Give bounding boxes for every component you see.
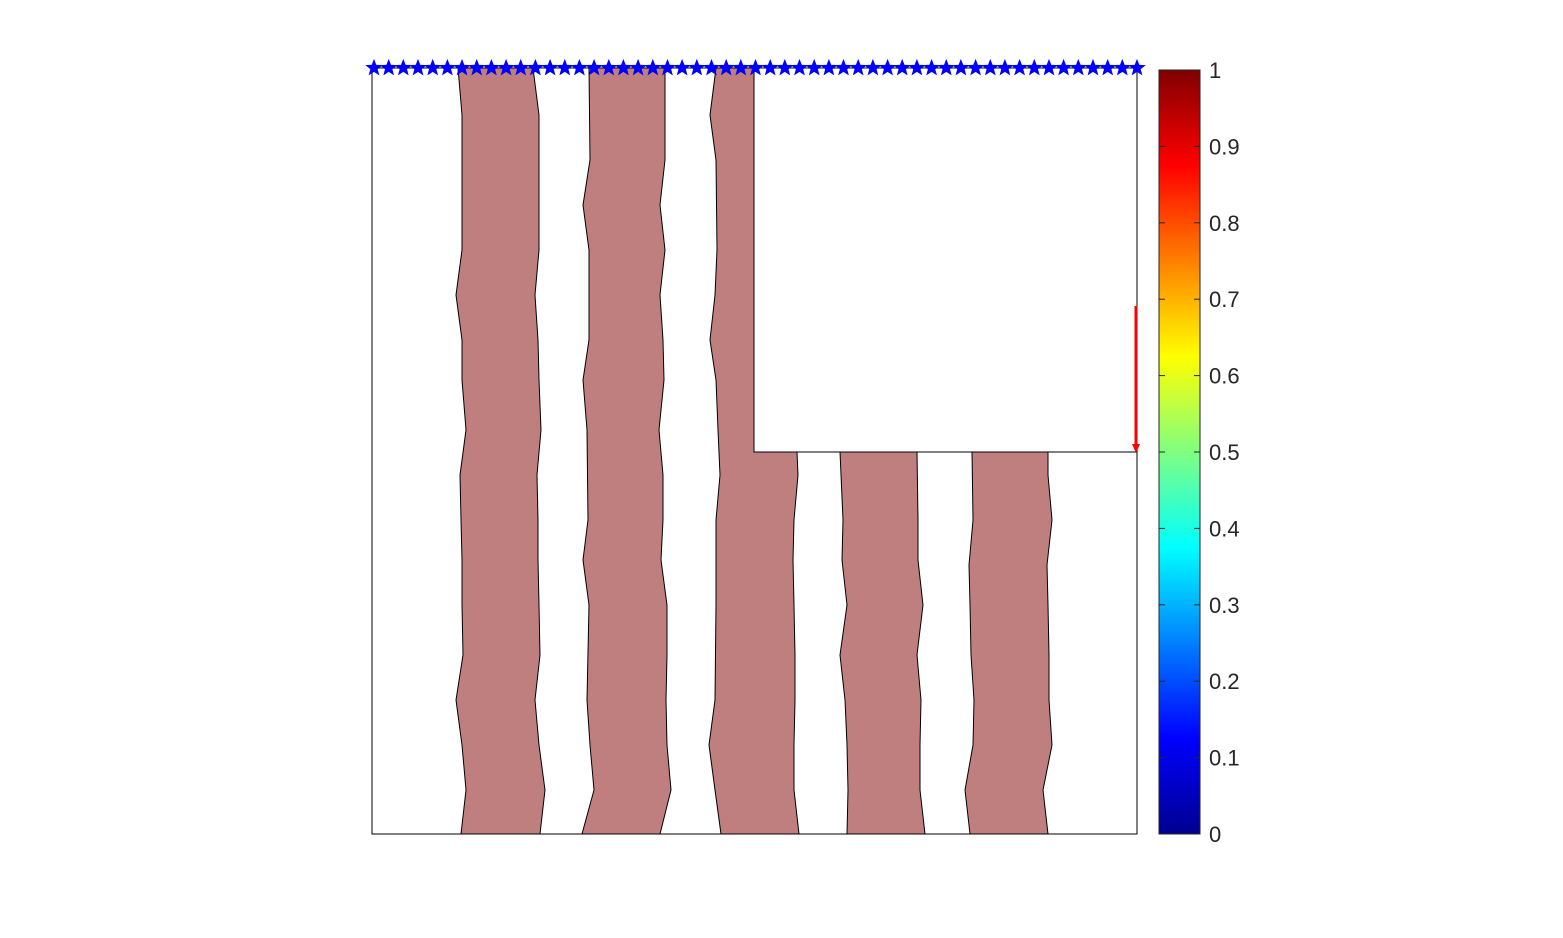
support-star-icon <box>688 58 706 76</box>
support-star-icon <box>453 58 471 76</box>
support-star-icon <box>585 58 603 76</box>
support-star-icon <box>497 58 515 76</box>
colorbar-tick-label: 0 <box>1209 822 1221 847</box>
colorbar-tick-label: 0.2 <box>1209 669 1240 694</box>
support-star-icon <box>1054 58 1073 76</box>
support-star-icon <box>1128 58 1146 76</box>
support-star-icon <box>438 58 457 76</box>
support-star-icon <box>1069 58 1087 76</box>
support-star-icon <box>1084 58 1102 76</box>
support-star-icon <box>380 58 398 76</box>
support-star-icon <box>512 58 530 76</box>
support-star-icon <box>673 58 691 76</box>
support-star-icon <box>629 58 647 76</box>
support-star-icon <box>849 58 867 76</box>
support-star-icon <box>1025 58 1043 76</box>
strut-5 <box>964 451 1053 835</box>
support-star-icon <box>717 58 735 76</box>
support-star-icon <box>834 58 853 76</box>
support-star-icon <box>878 58 897 76</box>
colorbar-tick-label: 0.3 <box>1209 593 1240 618</box>
strut-4 <box>839 451 926 835</box>
support-star-icon <box>1010 58 1029 76</box>
load-arrow-head <box>1132 444 1140 453</box>
support-star-icon <box>952 58 970 76</box>
support-star-icon <box>790 58 809 76</box>
colorbar-tick-label: 0.5 <box>1209 440 1240 465</box>
support-star-icon <box>893 58 911 76</box>
colorbar-tick-label: 0.1 <box>1209 746 1240 771</box>
support-star-icon <box>702 58 721 76</box>
support-markers <box>365 58 1146 76</box>
support-star-icon <box>908 58 926 76</box>
load-arrow <box>1132 306 1140 453</box>
support-star-icon <box>482 58 501 76</box>
colorbar-tick-label: 0.9 <box>1209 134 1240 159</box>
colorbar-tick-label: 0.8 <box>1209 211 1240 236</box>
support-star-icon <box>981 58 999 76</box>
colorbar: 0 0.1 0.2 0.3 0.4 0.5 0.6 0.7 0.8 0.9 1 <box>1158 58 1240 847</box>
support-star-icon <box>541 58 559 76</box>
colorbar-ticks: 0 0.1 0.2 0.3 0.4 0.5 0.6 0.7 0.8 0.9 1 <box>1159 58 1240 847</box>
support-star-icon <box>526 58 545 76</box>
support-star-icon <box>644 58 662 76</box>
support-star-icon <box>1040 58 1058 76</box>
support-star-icon <box>1113 58 1131 76</box>
support-star-icon <box>996 58 1014 76</box>
support-star-icon <box>1098 58 1117 76</box>
support-star-icon <box>805 58 823 76</box>
support-star-icon <box>658 58 677 76</box>
support-star-icon <box>424 58 442 76</box>
support-star-icon <box>732 58 750 76</box>
strut-1 <box>455 67 546 835</box>
colorbar-tick-label: 0.6 <box>1209 364 1240 389</box>
support-star-icon <box>600 58 618 76</box>
support-star-icon <box>761 58 779 76</box>
colorbar-tick-label: 0.7 <box>1209 287 1240 312</box>
strut-2 <box>581 67 672 835</box>
support-star-icon <box>776 58 794 76</box>
colorbar-gradient <box>1158 69 1201 835</box>
support-star-icon <box>922 58 941 76</box>
support-star-icon <box>409 58 427 76</box>
support-star-icon <box>820 58 838 76</box>
support-star-icon <box>556 58 574 76</box>
support-star-icon <box>937 58 955 76</box>
support-star-icon <box>966 58 985 76</box>
support-star-icon <box>570 58 589 76</box>
support-star-icon <box>864 58 882 76</box>
support-star-icon <box>365 58 383 76</box>
colorbar-tick-label: 1 <box>1209 58 1221 83</box>
support-star-icon <box>468 58 486 76</box>
support-star-icon <box>746 58 765 76</box>
support-star-icon <box>394 58 413 76</box>
support-star-icon <box>614 58 633 76</box>
colorbar-tick-label: 0.4 <box>1209 516 1240 541</box>
